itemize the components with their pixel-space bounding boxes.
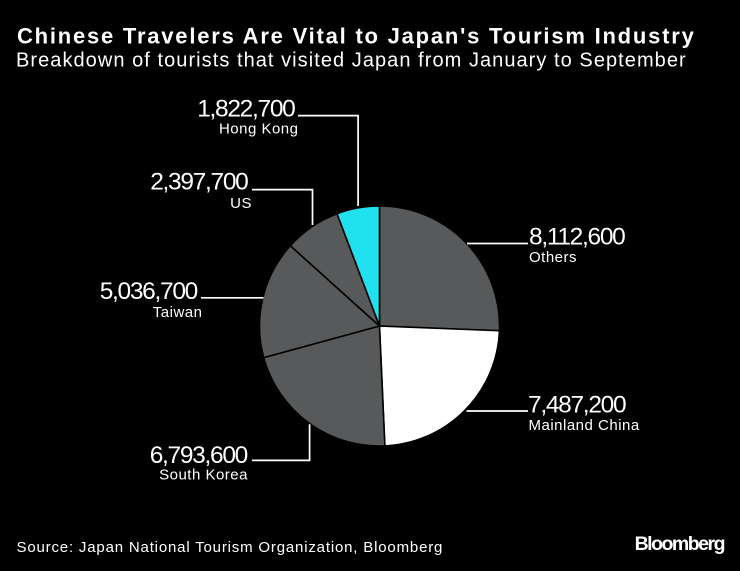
svg-text:Chinese Travelers Are Vital to: Chinese Travelers Are Vital to Japan's T…	[17, 24, 696, 49]
svg-text:Taiwan: Taiwan	[153, 304, 203, 321]
svg-text:5,036,700: 5,036,700	[100, 278, 198, 305]
svg-text:US: US	[230, 195, 252, 212]
svg-text:7,487,200: 7,487,200	[528, 391, 626, 418]
svg-text:Breakdown of tourists that vis: Breakdown of tourists that visited Japan…	[16, 50, 687, 72]
svg-text:8,112,600: 8,112,600	[529, 224, 625, 251]
svg-text:1,822,700: 1,822,700	[197, 95, 295, 122]
svg-text:Mainland China: Mainland China	[529, 417, 640, 434]
svg-text:Bloomberg: Bloomberg	[635, 533, 725, 555]
svg-text:Others: Others	[529, 249, 577, 266]
svg-text:Source: Japan National Tourism: Source: Japan National Tourism Organizat…	[17, 539, 444, 556]
svg-text:South Korea: South Korea	[159, 467, 248, 484]
svg-text:Hong Kong: Hong Kong	[219, 121, 299, 138]
svg-text:6,793,600: 6,793,600	[150, 442, 248, 469]
svg-text:2,397,700: 2,397,700	[150, 169, 248, 196]
